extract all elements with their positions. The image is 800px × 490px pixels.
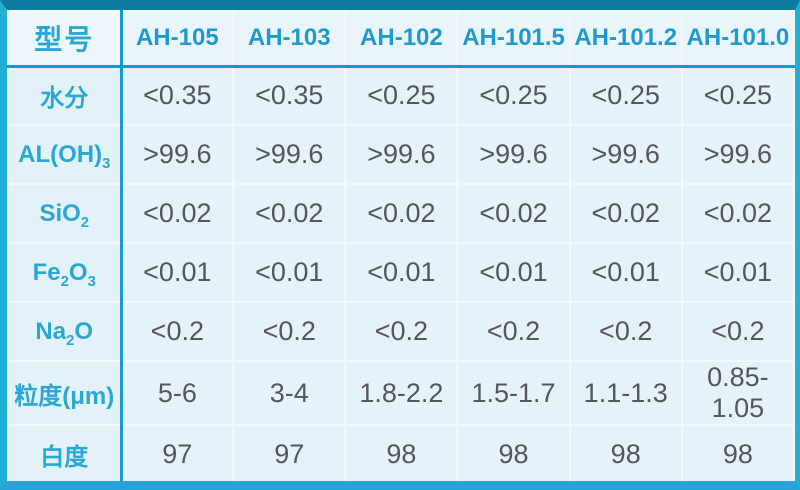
row-label-sio2: SiO2	[7, 183, 123, 244]
row-label-particle-size: 粒度(μm)	[7, 360, 123, 426]
cell-fe2o3-ah-101.0: <0.01	[680, 242, 795, 303]
row-label-fe2o3: Fe2O3	[7, 242, 123, 303]
cell-sio2-ah-102: <0.02	[344, 183, 459, 244]
cell-aloh3-ah-101.2: >99.6	[568, 124, 683, 185]
cell-whiteness-ah-101.2: 98	[568, 424, 683, 481]
cell-na2o-ah-102: <0.2	[344, 301, 459, 362]
cell-whiteness-ah-101.5: 98	[456, 424, 571, 481]
table-row-fe2o3: Fe2O3 <0.01 <0.01 <0.01 <0.01 <0.01 <0.01	[7, 242, 795, 303]
row-label-aloh3: AL(OH)3	[7, 124, 123, 185]
cell-aloh3-ah-105: >99.6	[119, 124, 235, 185]
cell-particle-size-ah-101.2: 1.1-1.3	[568, 360, 683, 426]
column-header-ah-105: AH-105	[119, 10, 235, 68]
column-header-ah-101.0: AH-101.0	[680, 10, 795, 68]
cell-moisture-ah-101.0: <0.25	[680, 65, 795, 126]
cell-sio2-ah-105: <0.02	[119, 183, 235, 244]
cell-fe2o3-ah-105: <0.01	[119, 242, 235, 303]
table-row-aloh3: AL(OH)3 >99.6 >99.6 >99.6 >99.6 >99.6 >99.6	[7, 124, 795, 185]
header-row: 型号 AH-105 AH-103 AH-102 AH-101.5 AH-101.2 AH-…	[7, 10, 795, 68]
cell-sio2-ah-103: <0.02	[232, 183, 347, 244]
cell-fe2o3-ah-101.5: <0.01	[456, 242, 571, 303]
spec-table-body: 水分 <0.35 <0.35 <0.25 <0.25 <0.25 <0.25 AL(OH)3 >…	[7, 65, 795, 481]
row-label-na2o: Na2O	[7, 301, 123, 362]
cell-moisture-ah-102: <0.25	[344, 65, 459, 126]
table-row-na2o: Na2O <0.2 <0.2 <0.2 <0.2 <0.2 <0.2	[7, 301, 795, 362]
row-label-whiteness: 白度	[7, 424, 123, 481]
cell-na2o-ah-101.0: <0.2	[680, 301, 795, 362]
cell-particle-size-ah-101.0: 0.85-1.05	[680, 360, 795, 426]
cell-whiteness-ah-101.0: 98	[680, 424, 795, 481]
cell-particle-size-ah-103: 3-4	[232, 360, 347, 426]
cell-moisture-ah-101.5: <0.25	[456, 65, 571, 126]
cell-na2o-ah-101.2: <0.2	[568, 301, 683, 362]
table-row-whiteness: 白度 97 97 98 98 98 98	[7, 424, 795, 481]
table-row-sio2: SiO2 <0.02 <0.02 <0.02 <0.02 <0.02 <0.02	[7, 183, 795, 244]
cell-particle-size-ah-101.5: 1.5-1.7	[456, 360, 571, 426]
cell-aloh3-ah-101.0: >99.6	[680, 124, 795, 185]
cell-moisture-ah-105: <0.35	[119, 65, 235, 126]
table-row-particle-size: 粒度(μm) 5-6 3-4 1.8-2.2 1.5-1.7 1.1-1.3 0.85-1.…	[7, 360, 795, 426]
column-header-ah-101.5: AH-101.5	[456, 10, 571, 68]
cell-particle-size-ah-105: 5-6	[119, 360, 235, 426]
cell-moisture-ah-101.2: <0.25	[568, 65, 683, 126]
cell-aloh3-ah-101.5: >99.6	[456, 124, 571, 185]
cell-fe2o3-ah-101.2: <0.01	[568, 242, 683, 303]
cell-fe2o3-ah-103: <0.01	[232, 242, 347, 303]
row-label-moisture: 水分	[7, 65, 123, 126]
cell-sio2-ah-101.5: <0.02	[456, 183, 571, 244]
cell-particle-size-ah-102: 1.8-2.2	[344, 360, 459, 426]
cell-whiteness-ah-102: 98	[344, 424, 459, 481]
table-row-moisture: 水分 <0.35 <0.35 <0.25 <0.25 <0.25 <0.25	[7, 65, 795, 126]
cell-aloh3-ah-103: >99.6	[232, 124, 347, 185]
cell-moisture-ah-103: <0.35	[232, 65, 347, 126]
column-header-ah-101.2: AH-101.2	[568, 10, 683, 68]
cell-sio2-ah-101.0: <0.02	[680, 183, 795, 244]
cell-sio2-ah-101.2: <0.02	[568, 183, 683, 244]
cell-whiteness-ah-103: 97	[232, 424, 347, 481]
cell-whiteness-ah-105: 97	[119, 424, 235, 481]
cell-na2o-ah-105: <0.2	[119, 301, 235, 362]
product-spec-table: 型号 AH-105 AH-103 AH-102 AH-101.5 AH-101.2 AH-…	[7, 10, 795, 481]
cell-na2o-ah-101.5: <0.2	[456, 301, 571, 362]
column-header-ah-103: AH-103	[232, 10, 347, 68]
cell-fe2o3-ah-102: <0.01	[344, 242, 459, 303]
cell-aloh3-ah-102: >99.6	[344, 124, 459, 185]
cell-na2o-ah-103: <0.2	[232, 301, 347, 362]
column-header-ah-102: AH-102	[344, 10, 459, 68]
corner-header-model: 型号	[7, 10, 123, 68]
